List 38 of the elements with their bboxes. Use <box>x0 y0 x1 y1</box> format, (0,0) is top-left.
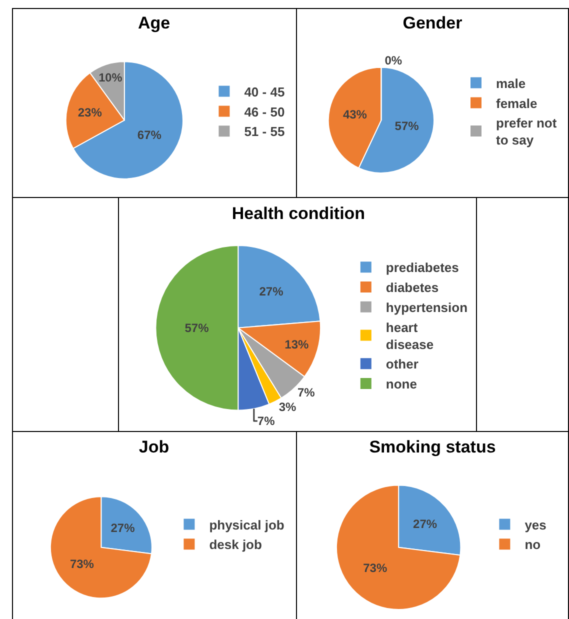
legend-label: 40 - 45 <box>244 84 285 100</box>
data-label: 43% <box>342 107 368 122</box>
text: 0% <box>384 53 402 68</box>
legend-label: no <box>524 537 541 552</box>
legend-label: other <box>386 356 418 372</box>
data-label: 57% <box>394 118 420 133</box>
legend-label: male <box>496 76 526 91</box>
pie-slice <box>336 484 461 610</box>
legend-label: prediabetes <box>386 260 459 276</box>
pie-slice <box>50 496 152 599</box>
chart-title: Age <box>138 13 170 32</box>
legend-label: hypertension <box>386 300 468 315</box>
legend-label: prefer not to say <box>496 116 558 148</box>
legend-label: 46 - 50 <box>244 104 285 120</box>
data-label: 10% <box>98 70 123 85</box>
chart-title: Gender <box>402 13 463 32</box>
legend-label: 51 - 55 <box>244 124 285 140</box>
legend-label: diabetes <box>386 280 439 296</box>
legend-label: desk job <box>209 537 262 552</box>
data-label: 23% <box>78 106 102 120</box>
data-label: 7% <box>297 385 316 400</box>
data-label: 27% <box>259 284 284 299</box>
data-label: 27% <box>110 521 136 536</box>
data-label: 67% <box>137 128 162 142</box>
data-label: 13% <box>284 337 310 352</box>
data-label: 27% <box>413 516 438 531</box>
data-label: 73% <box>70 557 94 572</box>
legend-label: none <box>386 376 417 392</box>
data-label: 3% <box>278 400 297 414</box>
legend-label: yes <box>524 517 546 532</box>
data-label: 57% <box>184 320 210 335</box>
chart-title: Job <box>138 437 170 456</box>
chart-title: Smoking status <box>369 437 496 456</box>
chart-title: Health condition <box>232 204 366 224</box>
data-label: 7% <box>257 414 276 428</box>
legend-label: female <box>496 96 538 111</box>
data-label: 73% <box>363 560 388 575</box>
legend-label: physical job <box>209 517 284 532</box>
